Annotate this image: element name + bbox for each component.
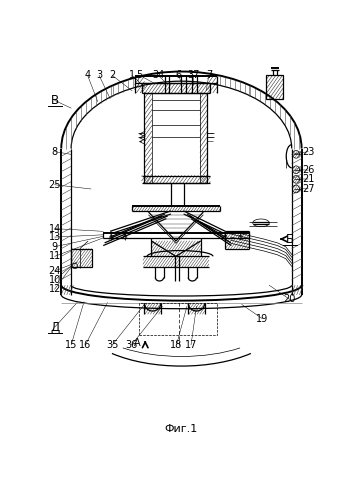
Text: 16: 16 [79,340,92,350]
Text: 18: 18 [170,340,183,350]
Text: Д: Д [50,320,59,334]
Text: 34: 34 [152,70,164,80]
Text: 25: 25 [48,180,61,190]
Text: 27: 27 [302,184,314,194]
Text: 9: 9 [52,242,58,252]
Bar [71,248,92,267]
Text: 6: 6 [176,70,182,80]
Text: A: A [134,338,141,348]
Text: 11: 11 [48,252,61,262]
Text: 37: 37 [187,70,199,80]
Text: 15: 15 [65,340,77,350]
Text: 8: 8 [52,146,58,156]
Text: 17: 17 [185,340,197,350]
Bar [139,304,217,336]
Text: В: В [51,94,59,107]
Text: 14: 14 [48,224,61,234]
Text: 4: 4 [85,70,91,80]
Text: 1: 1 [129,70,135,80]
Text: 35: 35 [106,340,119,350]
Text: 23: 23 [302,146,314,156]
Text: 12: 12 [48,284,61,294]
Text: Б: Б [286,232,294,245]
Text: 19: 19 [256,314,268,324]
Text: 10: 10 [48,275,61,285]
Text: Фиг.1: Фиг.1 [165,424,198,434]
Text: 3: 3 [96,70,102,80]
Text: 7: 7 [206,70,212,80]
Bar [267,76,284,98]
Text: 21: 21 [302,174,314,184]
Text: 36: 36 [125,340,138,350]
Text: 24: 24 [48,266,61,276]
Text: 13: 13 [48,232,61,242]
Text: 26: 26 [302,165,314,175]
Text: 20: 20 [284,294,296,304]
Text: 2: 2 [109,70,115,80]
Text: 5: 5 [137,70,143,80]
